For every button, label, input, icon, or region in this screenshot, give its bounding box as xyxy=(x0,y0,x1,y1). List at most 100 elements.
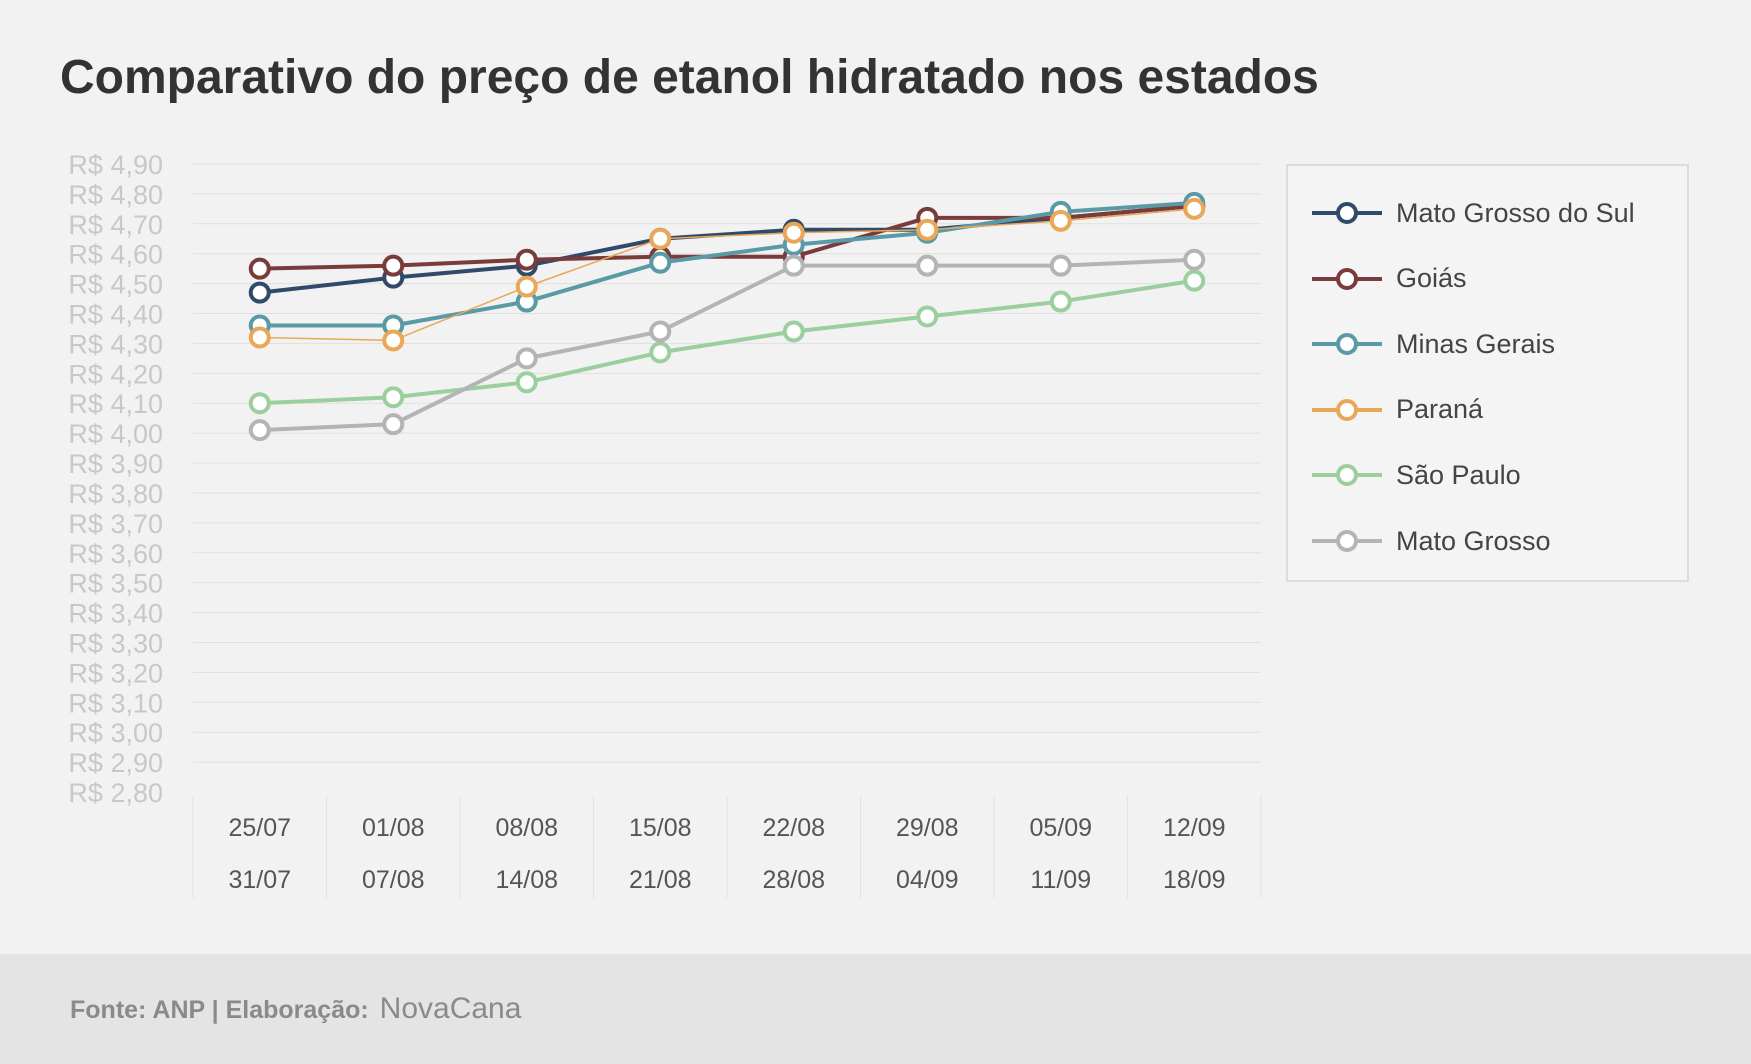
data-point xyxy=(248,257,271,280)
y-tick-label: R$ 4,60 xyxy=(68,240,163,270)
y-tick-label: R$ 3,90 xyxy=(68,449,163,479)
x-tick-label-end: 18/09 xyxy=(1163,866,1226,894)
data-point xyxy=(1183,248,1206,271)
data-point xyxy=(515,248,538,271)
series-line xyxy=(259,257,1195,433)
data-point xyxy=(382,254,405,277)
data-point xyxy=(248,326,271,349)
y-tick-label: R$ 4,00 xyxy=(68,419,163,449)
legend-label: Goiás xyxy=(1396,263,1467,294)
y-tick-label: R$ 3,40 xyxy=(68,599,163,629)
series-lines xyxy=(248,191,1206,442)
series-line xyxy=(259,208,1195,342)
legend-swatch xyxy=(1312,267,1382,290)
y-tick-label: R$ 4,90 xyxy=(68,150,163,180)
x-tick-label-end: 07/08 xyxy=(362,866,425,894)
legend-entry: São Paulo xyxy=(1312,455,1521,495)
y-tick-label: R$ 4,50 xyxy=(68,270,163,300)
data-point xyxy=(1183,269,1206,292)
data-point xyxy=(382,386,405,409)
data-point xyxy=(515,275,538,298)
data-point xyxy=(649,341,672,364)
y-tick-label: R$ 3,80 xyxy=(68,479,163,509)
legend-swatch xyxy=(1312,398,1382,421)
data-point xyxy=(382,329,405,352)
line-chart: R$ 2,80R$ 2,90R$ 3,00R$ 3,10R$ 3,20R$ 3,… xyxy=(68,150,1262,898)
legend-entry: Goiás xyxy=(1312,259,1467,299)
y-tick-label: R$ 3,60 xyxy=(68,539,163,569)
legend-entry: Mato Grosso do Sul xyxy=(1312,193,1635,233)
y-tick-label: R$ 3,00 xyxy=(68,718,163,748)
y-tick-label: R$ 4,20 xyxy=(68,359,163,389)
legend-swatch xyxy=(1312,333,1382,356)
x-tick-label-end: 31/07 xyxy=(228,866,291,894)
y-tick-label: R$ 2,90 xyxy=(68,748,163,778)
legend-swatch xyxy=(1312,202,1382,224)
y-tick-label: R$ 3,10 xyxy=(68,688,163,718)
y-tick-label: R$ 2,80 xyxy=(68,778,163,808)
x-tick-label-start: 12/09 xyxy=(1163,814,1226,842)
data-point xyxy=(1049,209,1072,232)
x-tick-label-start: 22/08 xyxy=(762,814,825,842)
legend-swatch xyxy=(1312,464,1382,487)
legend-entry: Mato Grosso xyxy=(1312,521,1551,561)
y-tick-label: R$ 3,70 xyxy=(68,509,163,539)
data-point xyxy=(248,419,271,442)
data-point xyxy=(1049,254,1072,277)
y-axis-tick-labels: R$ 2,80R$ 2,90R$ 3,00R$ 3,10R$ 3,20R$ 3,… xyxy=(68,150,163,808)
series-sao-paulo xyxy=(248,269,1206,415)
y-tick-label: R$ 3,20 xyxy=(68,658,163,688)
footer: Fonte: ANP | Elaboração: NovaCana xyxy=(0,954,1751,1064)
data-point xyxy=(649,251,672,274)
data-point xyxy=(916,218,939,241)
legend-label: Mato Grosso xyxy=(1396,525,1551,556)
chart-title: Comparativo do preço de etanol hidratado… xyxy=(60,51,1319,104)
y-tick-label: R$ 4,80 xyxy=(68,180,163,210)
data-point xyxy=(1049,290,1072,313)
x-axis: 25/07 31/07 01/08 07/08 08/08 14/08 15/08 21/08… xyxy=(192,795,1262,898)
legend-label: Minas Gerais xyxy=(1396,328,1556,359)
data-point xyxy=(382,413,405,436)
x-tick-label-start: 05/09 xyxy=(1029,814,1092,842)
data-point xyxy=(649,320,672,343)
y-tick-label: R$ 4,30 xyxy=(68,329,163,359)
legend-entry: Paraná xyxy=(1312,390,1483,430)
data-point xyxy=(782,320,805,343)
legend-label: Mato Grosso do Sul xyxy=(1396,197,1635,228)
x-tick-label-start: 01/08 xyxy=(362,814,425,842)
data-point xyxy=(1183,197,1206,220)
y-tick-label: R$ 3,50 xyxy=(68,569,163,599)
legend-label: São Paulo xyxy=(1396,459,1521,490)
y-tick-label: R$ 4,40 xyxy=(68,300,163,330)
series-mato-grosso xyxy=(248,248,1206,442)
series-line xyxy=(259,278,1195,406)
data-point xyxy=(649,227,672,250)
source-credit: Fonte: ANP | Elaboração: NovaCana xyxy=(70,992,521,1026)
x-tick-label-end: 28/08 xyxy=(762,866,825,894)
series-parana xyxy=(248,197,1206,352)
series-line xyxy=(259,203,1195,271)
legend-label: Paraná xyxy=(1396,394,1484,425)
x-tick-label-start: 08/08 xyxy=(495,814,558,842)
data-point xyxy=(248,392,271,415)
y-tick-label: R$ 4,10 xyxy=(68,389,163,419)
x-tick-label-start: 15/08 xyxy=(629,814,692,842)
series-line xyxy=(259,200,1195,328)
data-point xyxy=(782,221,805,244)
x-tick-label-start: 29/08 xyxy=(896,814,959,842)
x-tick-label-end: 04/09 xyxy=(896,866,959,894)
legend: Mato Grosso do Sul Goiás Minas Gerais Paran… xyxy=(1286,164,1689,582)
x-tick-label-end: 11/09 xyxy=(1030,866,1091,894)
data-point xyxy=(782,254,805,277)
y-tick-label: R$ 3,30 xyxy=(68,628,163,658)
x-tick-label-start: 25/07 xyxy=(228,814,291,842)
data-point xyxy=(248,281,271,304)
legend-swatch xyxy=(1312,530,1382,552)
data-point xyxy=(515,347,538,370)
x-tick-label-end: 21/08 xyxy=(629,866,692,894)
legend-entry: Minas Gerais xyxy=(1312,324,1555,364)
brand-name: NovaCana xyxy=(379,992,522,1025)
data-point xyxy=(515,371,538,394)
data-point xyxy=(916,305,939,328)
data-point xyxy=(916,254,939,277)
